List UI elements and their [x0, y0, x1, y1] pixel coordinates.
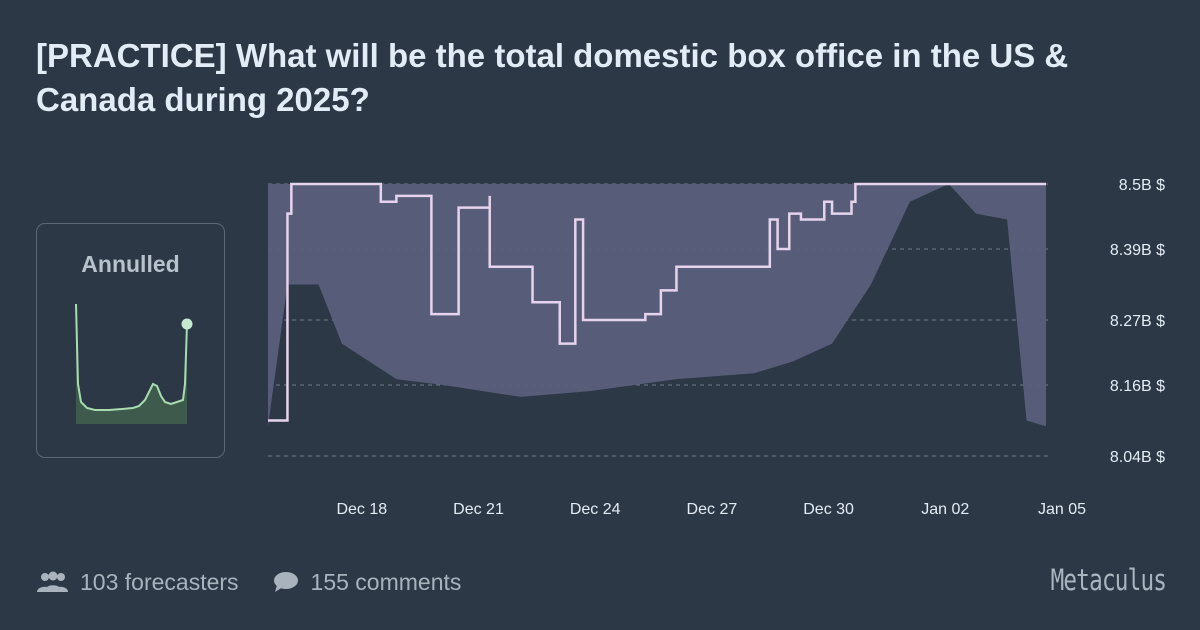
median-line [268, 182, 1046, 422]
sparkline-line [75, 303, 188, 411]
confidence-band [268, 184, 1046, 427]
x-tick-label: Dec 24 [570, 501, 621, 518]
x-axis-labels: Dec 18 Dec 21 Dec 24 Dec 27 Dec 30 Jan 02 Jan … [336, 501, 1086, 518]
y-axis-labels: 8.5B $ 8.39B $ 8.27B $ 8.16B $ 8.04B $ [1110, 177, 1165, 466]
forecast-chart: 8.5B $ 8.39B $ 8.27B $ 8.16B $ 8.04B $ Dec 1… [268, 177, 1165, 518]
x-tick-label: Jan 05 [1038, 501, 1086, 518]
confidence-band-area [268, 184, 1046, 427]
median-series [268, 182, 1046, 422]
status-card[interactable]: Annulled [36, 223, 225, 458]
y-tick-label: 8.39B $ [1110, 242, 1165, 259]
y-tick-label: 8.27B $ [1110, 313, 1165, 330]
comments-count: 155 comments [310, 568, 462, 595]
y-tick-label: 8.04B $ [1110, 449, 1165, 466]
x-tick-label: Jan 02 [921, 501, 969, 518]
people-icon [37, 571, 68, 592]
forecasters-stat: 103 forecasters [36, 569, 239, 596]
forecast-sparkline [75, 303, 193, 424]
y-tick-label: 8.5B $ [1119, 177, 1165, 194]
x-tick-label: Dec 18 [336, 501, 387, 518]
comments-stat[interactable]: 155 comments [273, 568, 462, 596]
forecasters-count: 103 forecasters [80, 568, 239, 595]
x-tick-label: Dec 30 [803, 501, 854, 518]
footer: 103 forecasters 155 comments [36, 565, 495, 599]
comment-icon [273, 572, 298, 592]
x-tick-label: Dec 21 [453, 501, 504, 518]
status-label: Annulled [81, 251, 180, 277]
question-title: [PRACTICE] What will be the total domest… [36, 37, 1069, 118]
x-tick-label: Dec 27 [687, 501, 738, 518]
sparkline-end-marker [181, 318, 193, 330]
y-tick-label: 8.16B $ [1110, 378, 1165, 395]
metaculus-logo[interactable]: Metaculus [1050, 563, 1166, 597]
